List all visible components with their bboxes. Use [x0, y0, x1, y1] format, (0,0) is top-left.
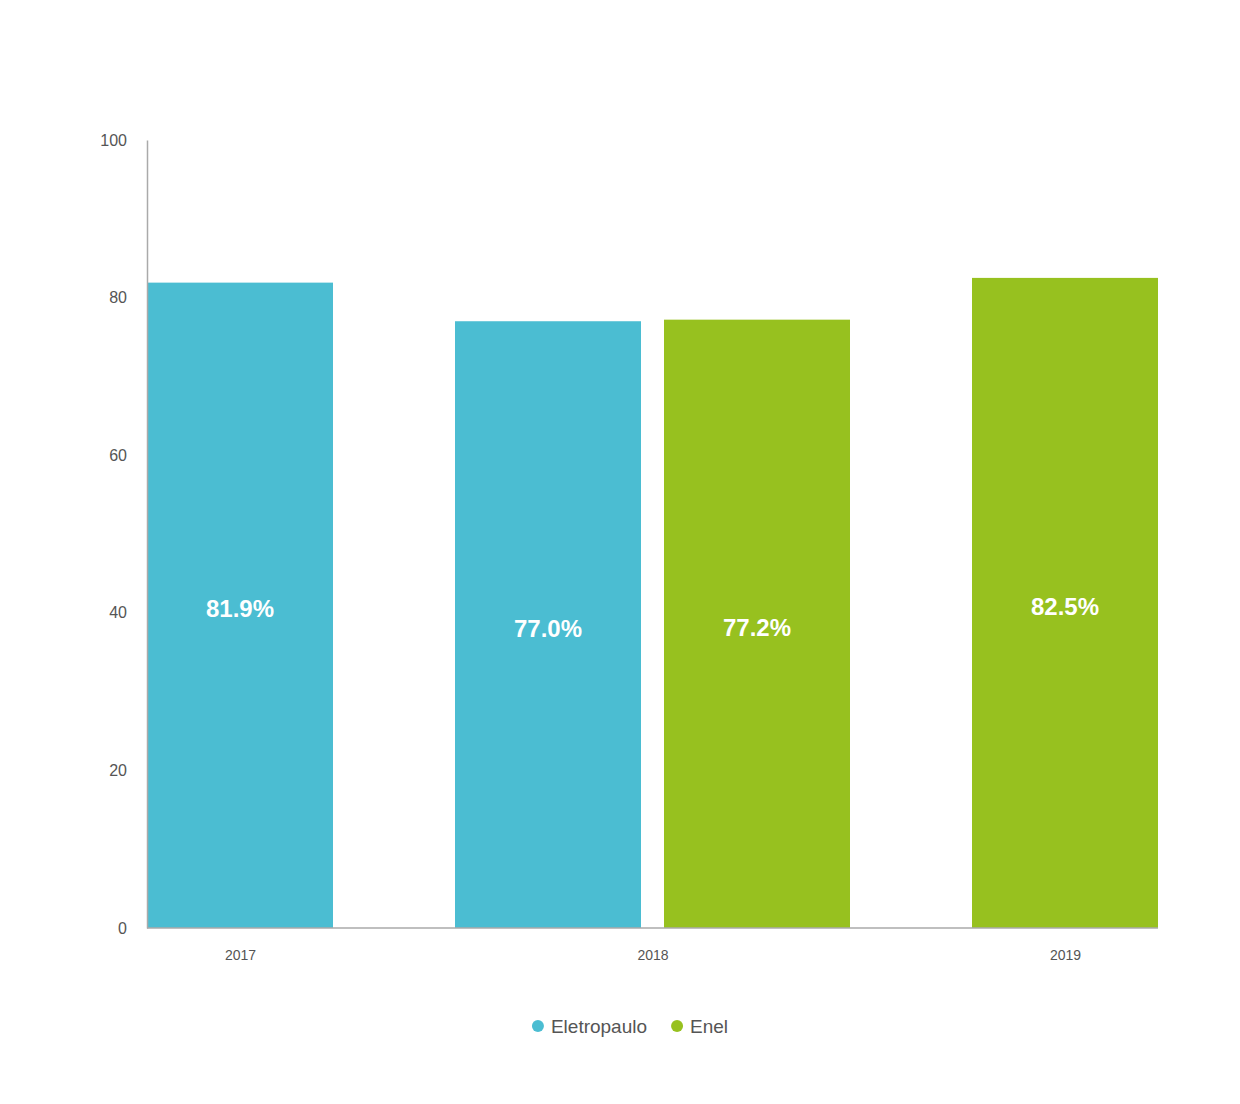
data-label: 82.5%	[1031, 593, 1099, 620]
legend-item: Eletropaulo	[532, 1016, 647, 1037]
bars	[147, 278, 1158, 928]
data-label: 81.9%	[206, 595, 274, 622]
y-tick-label: 20	[109, 762, 127, 779]
x-axis: 2017 2018 2019	[147, 928, 1158, 963]
bar	[972, 278, 1158, 928]
x-tick-label: 2019	[1050, 947, 1081, 963]
bar	[664, 320, 850, 928]
x-tick: 2018	[637, 928, 668, 963]
legend-swatch	[532, 1020, 544, 1032]
y-tick: 100	[100, 132, 147, 149]
data-labels: 81.9% 77.0% 77.2% 82.5%	[206, 593, 1099, 642]
x-tick-label: 2017	[225, 947, 256, 963]
y-tick: 80	[109, 289, 147, 306]
chart: 81.9% 77.0% 77.2% 82.5% 0 20 40 60 80 100 2017 2018…	[0, 0, 1240, 1104]
y-tick-label: 40	[109, 604, 127, 621]
x-tick-label: 2018	[637, 947, 668, 963]
y-tick-label: 0	[118, 920, 127, 937]
y-tick-label: 80	[109, 289, 127, 306]
y-tick: 20	[109, 762, 147, 779]
y-tick-label: 100	[100, 132, 127, 149]
data-label: 77.0%	[514, 615, 582, 642]
legend-item: Enel	[671, 1016, 728, 1037]
y-tick: 40	[109, 604, 147, 621]
legend-label: Eletropaulo	[551, 1016, 647, 1037]
x-tick: 2017	[225, 928, 256, 963]
legend: Eletropaulo Enel	[532, 1016, 728, 1037]
y-axis-line	[147, 141, 149, 929]
data-label: 77.2%	[723, 614, 791, 641]
y-tick: 0	[118, 920, 147, 937]
bar	[147, 283, 333, 928]
y-tick-label: 60	[109, 447, 127, 464]
x-tick: 2019	[1050, 928, 1081, 963]
x-axis-line	[147, 927, 1158, 929]
y-axis: 0 20 40 60 80 100	[100, 132, 147, 937]
legend-swatch	[671, 1020, 683, 1032]
y-tick: 60	[109, 447, 147, 464]
legend-label: Enel	[690, 1016, 728, 1037]
bar	[455, 321, 641, 928]
